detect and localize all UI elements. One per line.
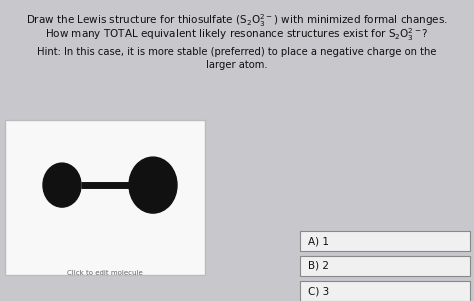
Text: larger atom.: larger atom.: [206, 60, 268, 70]
FancyBboxPatch shape: [300, 256, 470, 276]
Ellipse shape: [129, 157, 177, 213]
FancyBboxPatch shape: [5, 120, 205, 275]
FancyBboxPatch shape: [300, 281, 470, 301]
Text: Draw the Lewis structure for thiosulfate ($\mathregular{S_2O_3^{2-}}$) with mini: Draw the Lewis structure for thiosulfate…: [26, 12, 448, 29]
Text: Click to edit molecule: Click to edit molecule: [67, 270, 143, 276]
Text: Hint: In this case, it is more stable (preferred) to place a negative charge on : Hint: In this case, it is more stable (p…: [37, 47, 437, 57]
Text: C) 3: C) 3: [308, 286, 329, 296]
Text: A) 1: A) 1: [308, 236, 329, 246]
Ellipse shape: [43, 163, 81, 207]
Text: How many TOTAL equivalent likely resonance structures exist for $\mathregular{S_: How many TOTAL equivalent likely resonan…: [45, 26, 429, 43]
FancyBboxPatch shape: [300, 231, 470, 251]
Text: B) 2: B) 2: [308, 261, 329, 271]
